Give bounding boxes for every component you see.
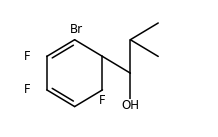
- Text: OH: OH: [121, 99, 139, 112]
- Text: F: F: [23, 50, 30, 63]
- Text: F: F: [23, 83, 30, 96]
- Text: F: F: [99, 94, 106, 107]
- Text: Br: Br: [70, 23, 83, 36]
